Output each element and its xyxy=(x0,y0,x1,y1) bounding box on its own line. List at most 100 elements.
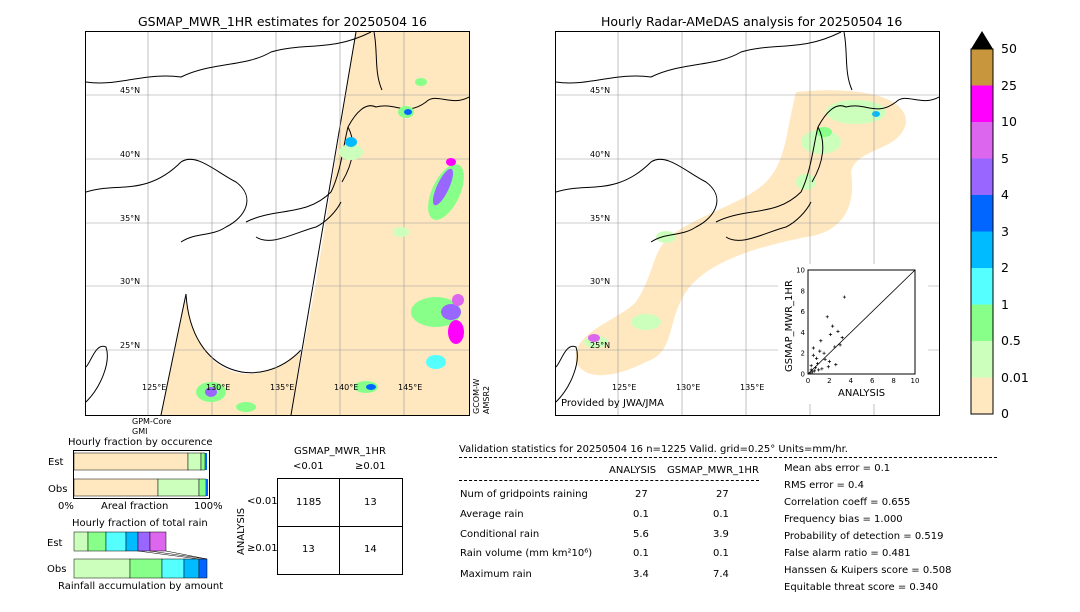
occurrence-bars xyxy=(73,450,210,499)
right-lat-label: 30°N xyxy=(590,277,611,286)
stat-row-analysis: 0.1 xyxy=(633,509,649,520)
colorbar xyxy=(970,31,994,415)
colorbar-segment xyxy=(971,85,993,122)
scatter-point xyxy=(809,364,813,368)
colorbar-segment xyxy=(971,49,993,86)
scatter-point xyxy=(816,362,820,366)
right-map-canvas xyxy=(556,32,939,415)
scatter-point xyxy=(810,370,814,374)
stat-row-label: Num of gridpoints raining xyxy=(460,489,588,500)
right-lat-label: 45°N xyxy=(590,86,611,95)
contingency-cell: 1185 xyxy=(296,497,322,508)
occ-obs-label: Obs xyxy=(48,484,68,495)
right-lat-label: 35°N xyxy=(590,214,611,223)
stat-row-label: Maximum rain xyxy=(460,569,532,580)
stat-row-label: Average rain xyxy=(460,509,524,520)
stat-row-analysis: 5.6 xyxy=(633,529,649,540)
contingency-row-axis: ANALYSIS xyxy=(236,507,247,555)
scatter-point xyxy=(819,339,823,343)
stat-row-analysis: 3.4 xyxy=(633,569,649,580)
score-line: Probability of detection = 0.519 xyxy=(784,531,944,542)
left-map-canvas xyxy=(86,32,469,415)
scatter-point xyxy=(814,356,819,360)
left-map: 45°N 40°N 35°N 30°N 25°N 125°E 130°E 135… xyxy=(85,31,470,416)
colorbar-label: 0.01 xyxy=(1001,369,1029,385)
stat-row-analysis: 27 xyxy=(635,489,648,500)
score-line: False alarm ratio = 0.481 xyxy=(784,548,911,559)
left-lon-label: 125°E xyxy=(142,383,167,392)
colorbar-extend-arrow xyxy=(971,31,993,49)
contingency-col-ge: ≥0.01 xyxy=(355,461,386,472)
total-bars xyxy=(73,531,208,579)
scatter-x-tick: 6 xyxy=(870,377,875,385)
occ-axis-mid: Areal fraction xyxy=(101,501,169,512)
scatter-point xyxy=(820,367,824,371)
stat-row-label: Conditional rain xyxy=(460,529,540,540)
tot-est-label: Est xyxy=(47,538,63,549)
left-lat-label: 45°N xyxy=(120,86,141,95)
occ-est-label: Est xyxy=(48,457,64,468)
contingency-row-lt: <0.01 xyxy=(247,496,278,507)
score-line: Hanssen & Kuipers score = 0.508 xyxy=(784,565,952,576)
scatter-x-tick: 2 xyxy=(827,377,831,385)
scatter-x-tick: 8 xyxy=(891,377,895,385)
colorbar-segment xyxy=(971,304,993,341)
scatter-y-tick: 8 xyxy=(801,287,805,295)
left-map-title: GSMAP_MWR_1HR estimates for 20250504 16 xyxy=(138,14,427,29)
colorbar-segment xyxy=(971,122,993,159)
colorbar-label: 3 xyxy=(1001,223,1009,239)
col-analysis: ANALYSIS xyxy=(609,465,657,476)
scatter-point xyxy=(817,368,821,372)
colorbar-segment xyxy=(971,158,993,195)
scatter-y-tick: 0 xyxy=(801,371,805,379)
right-lon-label: 130°E xyxy=(676,383,701,392)
colorbar-label: 0 xyxy=(1001,406,1009,421)
scatter-y-tick: 6 xyxy=(801,308,806,316)
contingency-cell: 14 xyxy=(364,544,377,555)
scatter-y-tick: 10 xyxy=(796,267,805,275)
left-lon-label: 140°E xyxy=(334,383,359,392)
scatter-point xyxy=(823,357,827,362)
colorbar-label: 0.5 xyxy=(1001,333,1021,348)
credit-text: Provided by JWA/JMA xyxy=(561,398,664,409)
occurrence-title: Hourly fraction by occurence xyxy=(68,437,213,448)
total-axis-label: Rainfall accumulation by amount xyxy=(58,581,224,592)
score-line: Correlation coeff = 0.655 xyxy=(784,497,911,508)
right-lat-label: 25°N xyxy=(590,341,611,350)
validation-rule xyxy=(459,457,997,458)
stat-row-label: Rain volume (mm km²10⁶) xyxy=(460,548,593,559)
scatter-point xyxy=(812,369,817,373)
contingency-title: GSMAP_MWR_1HR xyxy=(294,446,386,457)
score-line: Frequency bias = 1.000 xyxy=(784,514,903,525)
colorbar-segment xyxy=(971,195,993,232)
scatter-point xyxy=(826,365,830,369)
left-lon-label: 135°E xyxy=(270,383,295,392)
scatter-point xyxy=(822,351,826,355)
contingency-table: 1185 13 13 14 xyxy=(277,478,403,575)
colorbar-label: 10 xyxy=(1001,114,1017,129)
stat-row-analysis: 0.1 xyxy=(633,548,649,559)
colorbar-segment xyxy=(971,377,993,414)
scatter-x-tick: 10 xyxy=(911,377,920,385)
colorbar-label: 25 xyxy=(1001,77,1017,93)
total-title: Hourly fraction of total rain xyxy=(72,518,208,529)
scatter-point xyxy=(809,368,813,372)
scatter-y-tick: 4 xyxy=(801,329,806,337)
validation-header: Validation statistics for 20250504 16 n=… xyxy=(459,444,848,455)
scatter-x-tick: 0 xyxy=(806,377,810,385)
contingency-cell: 13 xyxy=(302,544,315,555)
left-lat-label: 30°N xyxy=(120,277,141,286)
right-lon-label: 125°E xyxy=(612,383,637,392)
stat-row-gsmap: 7.4 xyxy=(713,569,729,580)
score-line: Equitable threat score = 0.340 xyxy=(784,582,939,593)
sat-right-label: GCOM-W AMSR2 xyxy=(472,378,491,414)
occ-axis-left: 0% xyxy=(58,501,74,512)
stat-row-gsmap: 3.9 xyxy=(713,529,729,540)
scatter-point xyxy=(811,346,815,350)
scatter-x-tick: 4 xyxy=(849,377,854,385)
stat-row-gsmap: 0.1 xyxy=(713,548,729,559)
stat-row-gsmap: 0.1 xyxy=(713,509,729,520)
colorbar-segment xyxy=(971,341,993,378)
scatter-xlabel: ANALYSIS xyxy=(838,388,886,399)
scatter-ylabel: GSMAP_MWR_1HR xyxy=(784,280,795,372)
